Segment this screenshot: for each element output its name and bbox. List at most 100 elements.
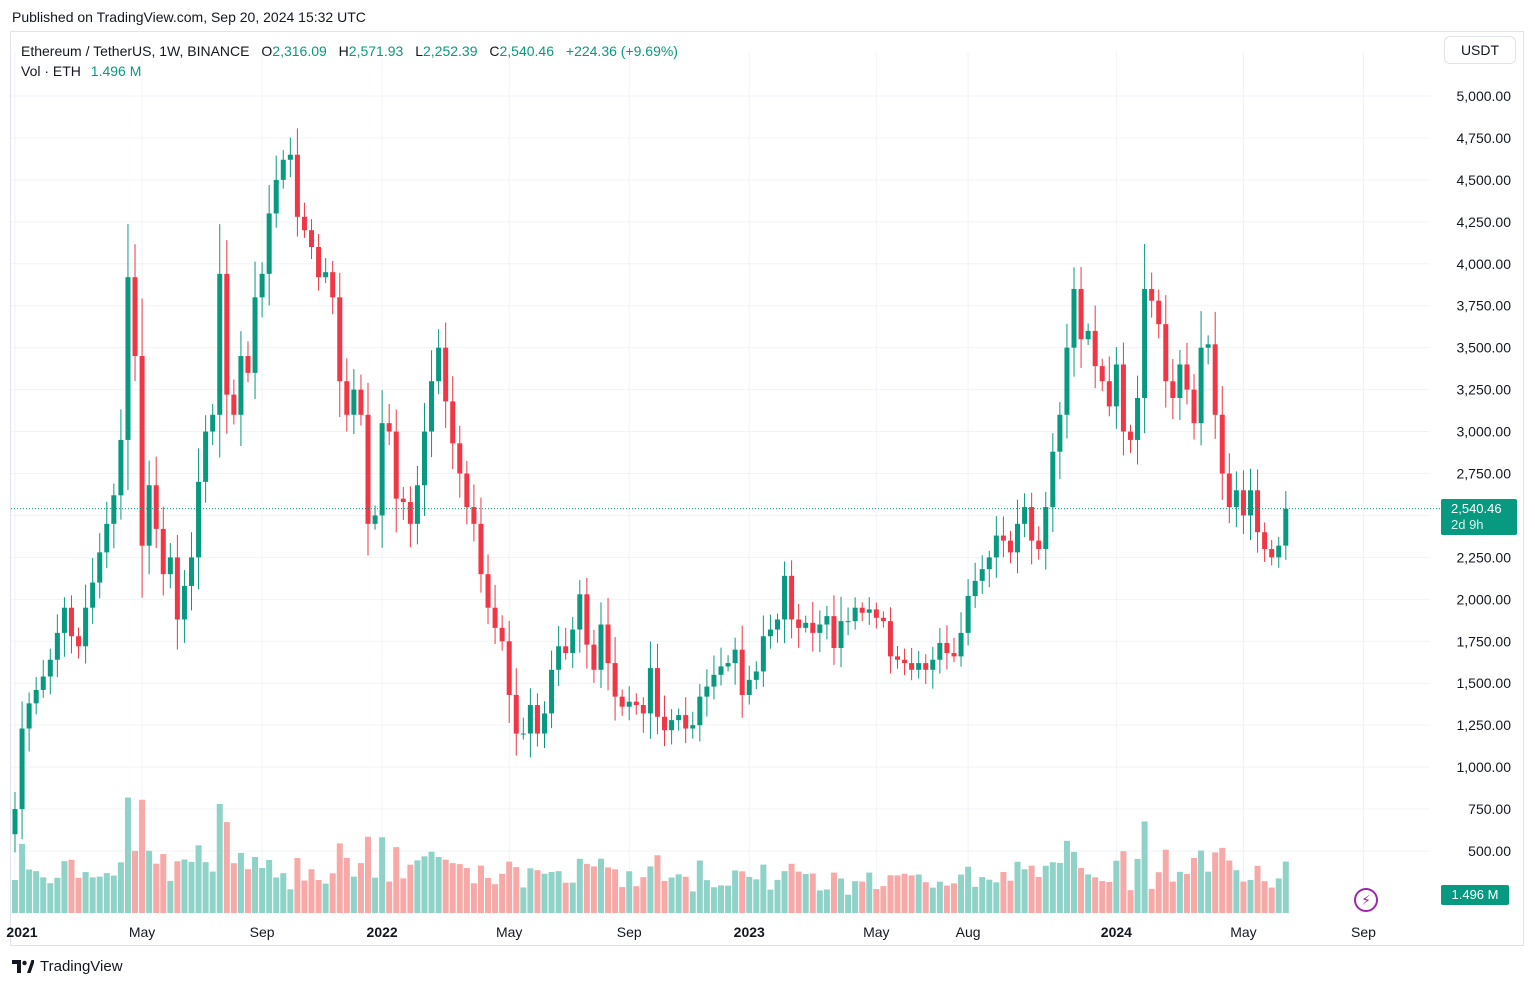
y-tick-label: 4,750.00 (1457, 130, 1512, 146)
candle-body (662, 716, 668, 731)
candle-body (344, 381, 350, 415)
volume-bar (181, 859, 188, 913)
legend-symbol[interactable]: Ethereum / TetherUS, 1W, BINANCE (21, 43, 250, 59)
volume-bar (506, 861, 513, 913)
candle-body (1113, 364, 1119, 407)
volume-bar (414, 860, 421, 913)
candle-body (76, 636, 82, 647)
volume-bar (527, 868, 534, 913)
candle-body (471, 507, 477, 524)
candle-body (160, 528, 166, 575)
volume-bar (922, 882, 929, 913)
volume-bar (661, 880, 668, 913)
volume-bar (365, 836, 371, 913)
volume-bar (188, 861, 195, 913)
candle-body (930, 659, 936, 670)
volume-bar (336, 843, 343, 913)
candle-body (393, 431, 399, 499)
candle-body (1036, 540, 1042, 549)
volume-bar (633, 886, 640, 913)
candle-body (1233, 490, 1239, 508)
candle-body (12, 809, 18, 835)
candle-body (1015, 523, 1021, 553)
candle-body (1029, 507, 1035, 541)
y-tick-label: 4,000.00 (1457, 256, 1512, 272)
candle-body (443, 347, 449, 402)
volume-bar (1113, 860, 1120, 913)
volume-bar (703, 880, 710, 913)
volume-bar (958, 874, 965, 913)
candle-body (330, 272, 336, 298)
y-tick-label: 4,500.00 (1457, 172, 1512, 188)
candle-body (118, 439, 124, 496)
currency-selector[interactable]: USDT (1444, 36, 1516, 64)
candle-body (217, 273, 223, 415)
volume-bar (1240, 881, 1247, 913)
bar-countdown: 2d 9h (1451, 517, 1484, 532)
candle-body (993, 535, 999, 558)
volume-bar (350, 876, 357, 913)
candle-body (1071, 288, 1077, 348)
volume-bar (852, 881, 859, 913)
legend-high-label: H (338, 43, 349, 59)
candle-body (1022, 507, 1028, 524)
candle-body (1078, 288, 1084, 340)
candle-body (845, 621, 851, 623)
candle-body (591, 644, 597, 670)
volume-bar (668, 877, 675, 913)
legend-ohlc-row: Ethereum / TetherUS, 1W, BINANCE O2,316.… (21, 41, 678, 61)
last-price-value: 2,540.46 (1451, 501, 1502, 516)
candle-body (704, 686, 710, 697)
volume-bar (718, 885, 724, 913)
candle-body (1099, 366, 1105, 382)
volume-bar (244, 869, 251, 913)
volume-bar (33, 871, 40, 913)
y-tick-label: 500.00 (1468, 843, 1511, 859)
volume-bar (647, 866, 654, 913)
candle-body (1276, 545, 1282, 558)
volume-bar (75, 877, 82, 913)
volume-bar (195, 845, 202, 913)
volume-bar (845, 894, 852, 913)
volume-bar (1162, 849, 1169, 913)
volume-bar (619, 887, 626, 913)
volume-bar (1183, 873, 1190, 913)
volume-bar (160, 854, 167, 913)
volume-bar (880, 886, 887, 913)
y-tick-label: 3,500.00 (1457, 340, 1512, 356)
candle-body (83, 607, 89, 647)
candle-body (40, 676, 46, 690)
volume-bar (1120, 851, 1127, 913)
volume-bar (1092, 877, 1099, 913)
volume-bar (965, 866, 972, 913)
chart-axes: 5,000.00 4,750.00 4,500.00 4,250.00 4,000.00… (6, 88, 1511, 940)
candle-body (796, 619, 802, 628)
candle-body (54, 632, 60, 660)
candle-body (174, 557, 180, 620)
tradingview-logo[interactable]: TradingView (12, 958, 123, 975)
volume-bar (223, 822, 230, 913)
volume-bar (901, 873, 908, 913)
volume-bar (1247, 879, 1254, 913)
x-tick-label: 2024 (1101, 924, 1132, 940)
flash-icon[interactable]: ⚡ (1354, 888, 1378, 912)
candle-body (259, 273, 265, 298)
volume-bar (280, 873, 287, 913)
volume-bar (1261, 881, 1268, 913)
candle-body (810, 622, 816, 633)
candle-body (379, 423, 385, 516)
legend-volume-label[interactable]: Vol · ETH (21, 63, 81, 79)
candle-body (513, 694, 519, 734)
volume-bar (379, 837, 386, 913)
candle-body (316, 247, 322, 278)
x-tick-label: Sep (250, 924, 275, 940)
volume-bar (393, 847, 400, 913)
candle-body (760, 636, 766, 672)
candle-body (570, 629, 576, 654)
candle-body (753, 671, 759, 680)
candle-body (1205, 344, 1211, 348)
candle-body (132, 277, 138, 357)
chart-frame (10, 31, 1524, 946)
candle-body (97, 552, 103, 583)
